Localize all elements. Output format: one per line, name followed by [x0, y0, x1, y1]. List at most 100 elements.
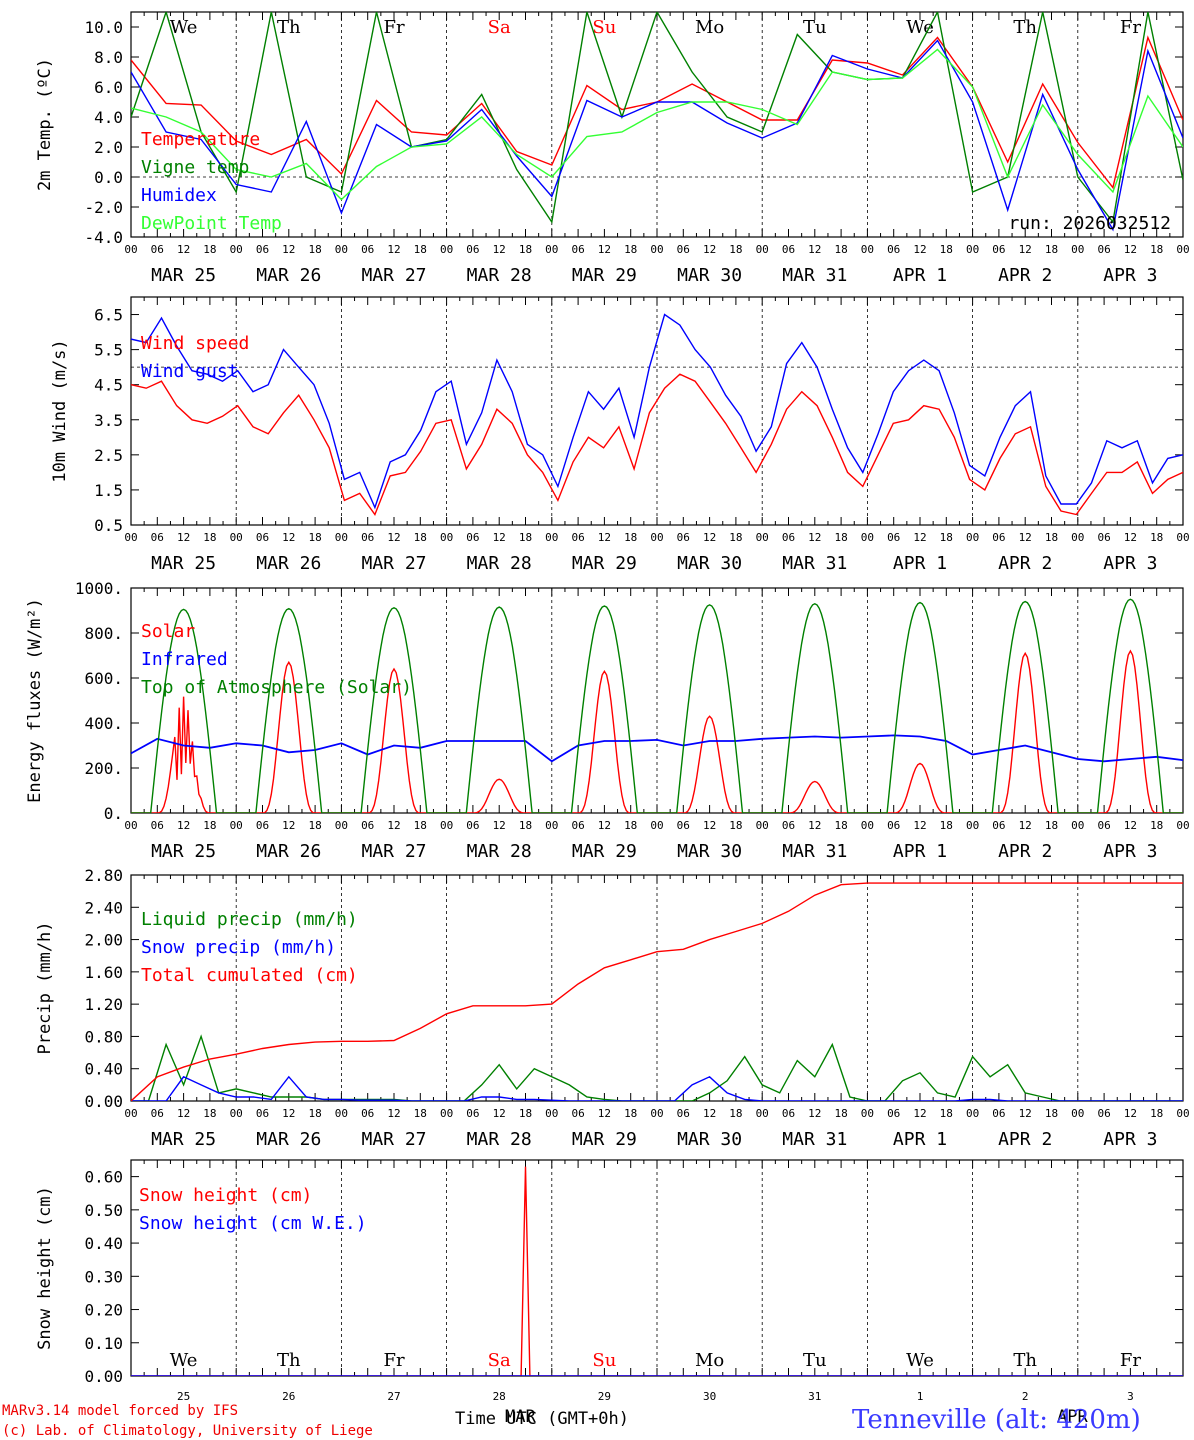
hour-tick-label: 00 — [230, 819, 243, 832]
panel-energy: 1000. 800. 600. 400. 200. 0. Energy fluxes (W/… — [25, 579, 1190, 862]
hour-tick-label: 06 — [887, 531, 900, 544]
date-label: MAR 31 — [782, 553, 847, 574]
hour-tick-label: 12 — [598, 243, 611, 256]
hour-tick-label: 18 — [624, 819, 637, 832]
weekday-label: Su — [592, 1350, 616, 1371]
hour-tick-label: 18 — [203, 243, 216, 256]
y-tick-label: 1.5 — [94, 481, 123, 500]
hour-tick-label: 00 — [230, 1107, 243, 1120]
hour-tick-label: 06 — [782, 1107, 795, 1120]
date-label: MAR 28 — [467, 553, 532, 574]
hour-tick-label: 12 — [913, 1107, 926, 1120]
hour-tick-label: 18 — [729, 531, 742, 544]
hour-tick-label: 18 — [940, 1107, 953, 1120]
legend-series-vigne-temp: Vigne temp — [141, 157, 249, 178]
hour-tick-label: 06 — [466, 243, 479, 256]
date-label: MAR 25 — [151, 553, 216, 574]
hour-tick-label: 06 — [1097, 531, 1110, 544]
date-label: MAR 31 — [782, 265, 847, 286]
weekday-label: Tu — [803, 1350, 827, 1371]
hour-tick-label: 12 — [1124, 1107, 1137, 1120]
hour-tick-label: 06 — [571, 819, 584, 832]
date-label: APR 1 — [893, 841, 947, 862]
y-tick-label: 2.0 — [94, 138, 123, 157]
legend-series-infrared: Infrared — [141, 649, 228, 670]
weekday-label: Su — [592, 17, 616, 38]
hour-tick-label: 06 — [151, 531, 164, 544]
date-label: APR 3 — [1103, 553, 1157, 574]
hour-tick-label: 00 — [1176, 243, 1189, 256]
legend-series-snow-height-cm-w-e-: Snow height (cm W.E.) — [139, 1213, 367, 1234]
y-tick-label: 5.5 — [94, 341, 123, 360]
hour-tick-label: 12 — [808, 1107, 821, 1120]
weekday-label: Sa — [488, 17, 511, 38]
hour-tick-label: 00 — [1176, 819, 1189, 832]
hour-tick-label: 06 — [1097, 819, 1110, 832]
hour-tick-label: 12 — [703, 531, 716, 544]
hour-tick-label: 00 — [861, 819, 874, 832]
date-label: APR 3 — [1103, 1129, 1157, 1150]
series-group — [131, 598, 1183, 813]
legend-series-dewpoint-temp: DewPoint Temp — [141, 213, 282, 234]
hour-tick-label: 12 — [598, 819, 611, 832]
x-axis-title: Time UTC (GMT+0h) — [455, 1409, 629, 1429]
hour-tick-label: 12 — [703, 819, 716, 832]
hour-tick-label: 06 — [256, 243, 269, 256]
hour-tick-label: 00 — [756, 243, 769, 256]
hour-tick-label: 18 — [729, 819, 742, 832]
date-label: MAR 29 — [572, 1129, 637, 1150]
day-number-label: 25 — [177, 1390, 190, 1403]
date-label: MAR 25 — [151, 841, 216, 862]
hour-tick-label: 18 — [834, 531, 847, 544]
hour-tick-label: 12 — [703, 1107, 716, 1120]
hour-tick-label: 06 — [361, 1107, 374, 1120]
panel-temp: 10.0 8.0 6.0 4.0 2.0 0.0 -2.0 -4.0 2m Temp. (ºC)… — [35, 11, 1190, 286]
hour-tick-label: 12 — [387, 1107, 400, 1120]
hour-tick-label: 18 — [1150, 1107, 1163, 1120]
series-group — [131, 12, 1183, 232]
legend-series-wind-speed: Wind speed — [141, 333, 249, 354]
date-label: MAR 30 — [677, 841, 742, 862]
hour-tick-label: 00 — [966, 243, 979, 256]
hour-tick-label: 06 — [256, 1107, 269, 1120]
series-solar — [131, 649, 1183, 813]
weekday-label: Mo — [695, 17, 724, 38]
hour-tick-label: 18 — [729, 1107, 742, 1120]
date-label: MAR 31 — [782, 841, 847, 862]
weekday-label: Sa — [488, 1350, 511, 1371]
hour-tick-label: 12 — [282, 819, 295, 832]
y-tick-label: 6.5 — [94, 306, 123, 325]
date-label: APR 2 — [998, 265, 1052, 286]
date-label: APR 2 — [998, 841, 1052, 862]
y-tick-label: 8.0 — [94, 48, 123, 67]
hour-tick-label: 12 — [913, 243, 926, 256]
hour-tick-label: 00 — [1176, 1107, 1189, 1120]
date-label: APR 1 — [893, 1129, 947, 1150]
hour-tick-label: 06 — [466, 819, 479, 832]
hour-tick-label: 00 — [861, 1107, 874, 1120]
y-tick-label: 4.5 — [94, 376, 123, 395]
hour-tick-label: 00 — [124, 819, 137, 832]
hour-tick-label: 18 — [1150, 243, 1163, 256]
hour-tick-label: 06 — [361, 243, 374, 256]
series-snow-precip-mm-h- — [131, 1075, 1183, 1101]
hour-tick-label: 00 — [966, 819, 979, 832]
legend-series-total-cumulated-cm-: Total cumulated (cm) — [141, 965, 358, 986]
hour-tick-label: 12 — [493, 819, 506, 832]
hour-tick-label: 06 — [782, 819, 795, 832]
date-label: MAR 26 — [256, 1129, 321, 1150]
hour-tick-label: 12 — [177, 243, 190, 256]
date-label: MAR 31 — [782, 1129, 847, 1150]
hour-tick-label: 18 — [1045, 243, 1058, 256]
legend-series-wind-gust: Wind gust — [141, 361, 239, 382]
y-tick-label: 0.30 — [84, 1267, 123, 1286]
hour-tick-label: 12 — [1019, 243, 1032, 256]
hour-tick-label: 06 — [571, 1107, 584, 1120]
hour-tick-label: 18 — [519, 243, 532, 256]
date-label: APR 1 — [893, 553, 947, 574]
y-tick-label: 0.0 — [94, 168, 123, 187]
hour-tick-label: 12 — [177, 1107, 190, 1120]
hour-tick-label: 12 — [913, 819, 926, 832]
weekday-label: Th — [1013, 1350, 1037, 1371]
hour-tick-label: 18 — [308, 243, 321, 256]
